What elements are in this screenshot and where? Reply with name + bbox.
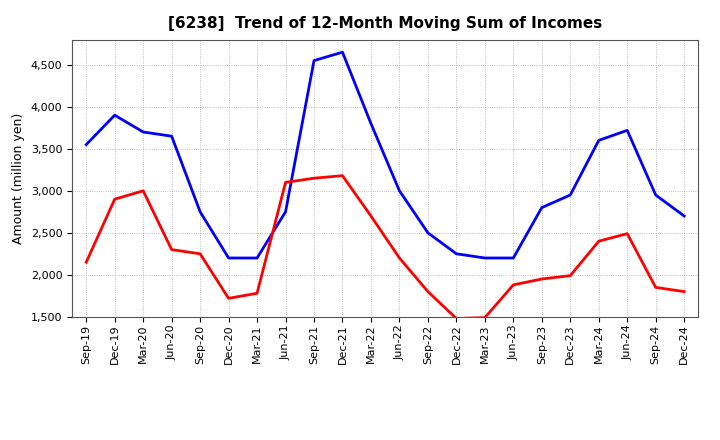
Ordinary Income [452, 251, 461, 257]
Ordinary Income [566, 192, 575, 198]
Line: Net Income: Net Income [86, 176, 684, 319]
Net Income [196, 251, 204, 257]
Net Income [139, 188, 148, 194]
Ordinary Income [338, 50, 347, 55]
Net Income [225, 296, 233, 301]
Net Income [282, 180, 290, 185]
Net Income [652, 285, 660, 290]
Ordinary Income [623, 128, 631, 133]
Ordinary Income [509, 255, 518, 260]
Ordinary Income [82, 142, 91, 147]
Ordinary Income [395, 188, 404, 194]
Ordinary Income [423, 230, 432, 235]
Net Income [110, 197, 119, 202]
Net Income [623, 231, 631, 236]
Ordinary Income [253, 255, 261, 260]
Net Income [253, 291, 261, 296]
Net Income [452, 316, 461, 321]
Ordinary Income [282, 209, 290, 214]
Ordinary Income [537, 205, 546, 210]
Ordinary Income [225, 255, 233, 260]
Net Income [566, 273, 575, 278]
Net Income [537, 276, 546, 282]
Net Income [366, 213, 375, 219]
Ordinary Income [480, 255, 489, 260]
Ordinary Income [595, 138, 603, 143]
Y-axis label: Amount (million yen): Amount (million yen) [12, 113, 25, 244]
Ordinary Income [680, 213, 688, 219]
Ordinary Income [652, 192, 660, 198]
Net Income [680, 289, 688, 294]
Net Income [310, 176, 318, 181]
Ordinary Income [139, 129, 148, 135]
Line: Ordinary Income: Ordinary Income [86, 52, 684, 258]
Net Income [338, 173, 347, 178]
Ordinary Income [196, 209, 204, 214]
Ordinary Income [366, 121, 375, 126]
Net Income [395, 255, 404, 260]
Net Income [167, 247, 176, 252]
Title: [6238]  Trend of 12-Month Moving Sum of Incomes: [6238] Trend of 12-Month Moving Sum of I… [168, 16, 603, 32]
Net Income [595, 238, 603, 244]
Ordinary Income [110, 113, 119, 118]
Net Income [423, 289, 432, 294]
Net Income [480, 315, 489, 320]
Net Income [509, 282, 518, 287]
Net Income [82, 260, 91, 265]
Ordinary Income [310, 58, 318, 63]
Ordinary Income [167, 134, 176, 139]
